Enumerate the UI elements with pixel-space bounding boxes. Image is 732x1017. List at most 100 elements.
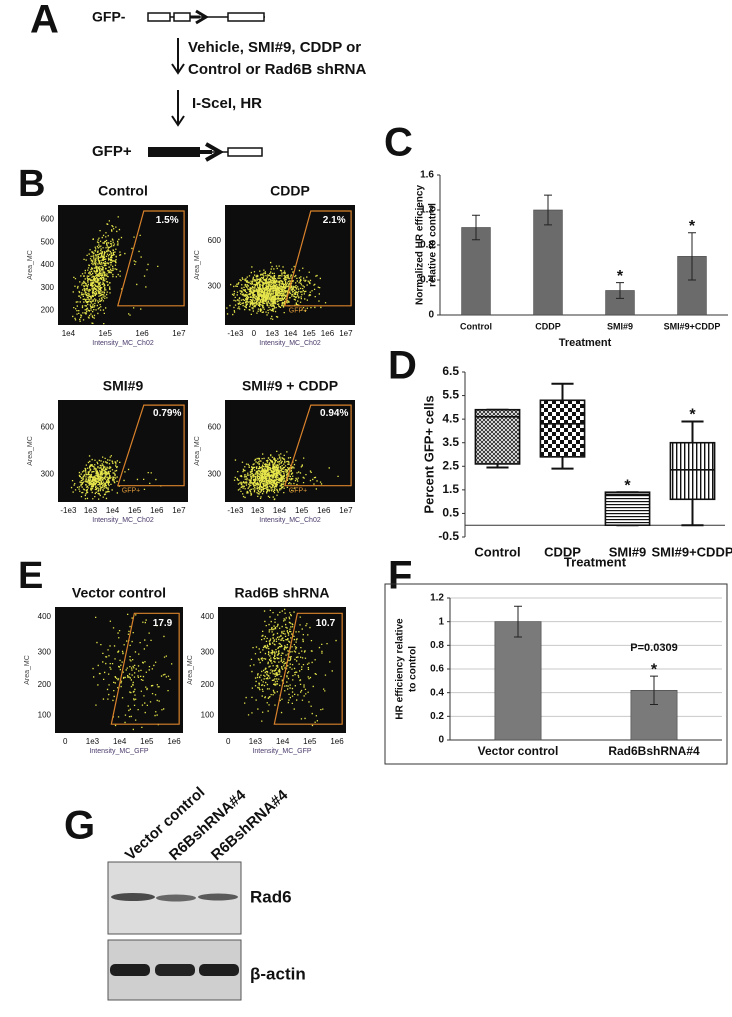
y-tick-label: 400 [38,612,52,621]
x-tick-label: 1e5 [128,506,142,515]
x-tick-label: -1e3 [227,506,244,515]
box [474,408,521,465]
x-tick-label: Control [474,544,520,559]
x-tick-label: 1e7 [339,329,353,338]
panel-label: E [18,555,43,597]
axis-title: Intensity_MC_GFP [252,748,311,755]
construct-label: GFP- [92,9,126,25]
y-tick-label: 300 [41,283,55,292]
y-tick-label: 600 [41,215,55,224]
error-bar [688,232,696,281]
x-tick-label: 0 [252,329,257,338]
whisker [681,420,704,443]
cytometry-events [233,450,339,501]
gate [284,210,352,307]
arrow [171,38,185,75]
construct-label: GFP+ [92,143,132,160]
x-tick-label: 1e5 [302,329,316,338]
gate-percent: 0.79% [153,408,181,419]
y-tick-label: -0.5 [438,529,459,543]
plot-title: Rad6B shRNA [235,585,330,601]
y-tick-label: 200 [201,680,215,689]
x-tick-label: 1e3 [249,737,263,746]
x-tick-label: SMI#9 [607,321,633,331]
x-tick-label: SMI#9+CDDP [664,321,721,331]
y-axis-title: relative to control [428,203,439,287]
x-tick-label: -1e3 [227,329,244,338]
whisker [681,499,704,527]
step-text: I-SceI, HR [192,95,262,112]
gate-percent: 17.9 [153,618,173,629]
blot-label: Rad6 [250,887,292,906]
plot-title: CDDP [270,183,310,199]
x-tick-label: SMI#9 [609,544,647,559]
axis-title: Intensity_MC_GFP [89,748,148,755]
x-tick-label: 1e4 [273,506,287,515]
y-tick-label: 100 [201,710,215,719]
y-tick-label: 600 [41,423,55,432]
x-axis-title: Treatment [564,554,627,569]
y-tick-label: 0.8 [430,640,444,651]
axis-title: Area_MC [27,250,34,280]
axis-title: Area_MC [187,655,194,685]
y-tick-label: 400 [201,612,215,621]
x-tick-label: 1e6 [167,737,181,746]
x-tick-label: Vector control [478,744,559,758]
x-tick-label: 0 [63,737,68,746]
x-tick-label: Control [460,321,492,331]
annotation: * [651,661,658,678]
y-tick-label: 2.5 [442,458,459,472]
gate [273,612,343,725]
gate-label: GFP+ [289,308,307,315]
x-tick-label: 1e3 [266,329,280,338]
x-tick-label: 1e6 [135,329,149,338]
plot-title: SMI#9 + CDDP [242,378,338,394]
y-tick-label: 6.5 [442,364,459,378]
gate-percent: 10.7 [316,618,336,629]
gate-label: GFP+ [122,488,140,495]
error-bar [616,282,624,299]
x-tick-label: 1e5 [99,329,113,338]
y-axis-title: HR efficiency relative [395,618,406,720]
x-tick-label: 1e4 [106,506,120,515]
axis-title: Area_MC [194,436,201,466]
y-tick-label: 3.5 [442,435,459,449]
treatment-text: Vehicle, SMI#9, CDDP or [188,39,361,56]
box [669,441,716,501]
construct-gfp-minus [147,9,265,25]
y-tick-label: 200 [41,306,55,315]
x-tick-label: 1e4 [276,737,290,746]
y-tick-label: 300 [38,647,52,656]
whisker [551,382,574,401]
y-tick-label: 100 [38,710,52,719]
x-tick-label: 1e4 [113,737,127,746]
x-tick-label: 1e5 [295,506,309,515]
cytometry-events [70,455,162,500]
y-axis-title: Percent GFP+ cells [421,395,436,513]
y-tick-label: 0.4 [430,687,444,698]
y-tick-label: 300 [208,470,222,479]
plot-area [55,607,183,733]
y-tick-label: 300 [208,282,222,291]
y-tick-label: 0.5 [442,506,459,520]
x-tick-label: 1e3 [251,506,265,515]
y-tick-label: 300 [41,470,55,479]
axis-title: Intensity_MC_Ch02 [92,340,154,347]
annotation: * [617,268,624,285]
x-tick-label: 1e6 [321,329,335,338]
panel-label: G [64,804,95,848]
annotation: * [624,477,631,494]
y-tick-label: 300 [201,647,215,656]
x-tick-label: 1e4 [62,329,76,338]
axis-title: Intensity_MC_Ch02 [259,340,321,347]
gate [117,210,185,307]
x-axis-title: Treatment [559,337,612,349]
whisker [551,456,574,470]
x-tick-label: 1e7 [339,506,353,515]
panel-label: F [388,554,412,598]
x-tick-label: 0 [226,737,231,746]
panel-label: C [384,121,413,165]
y-tick-label: 0 [438,735,444,746]
y-tick-label: 0.8 [420,240,434,251]
